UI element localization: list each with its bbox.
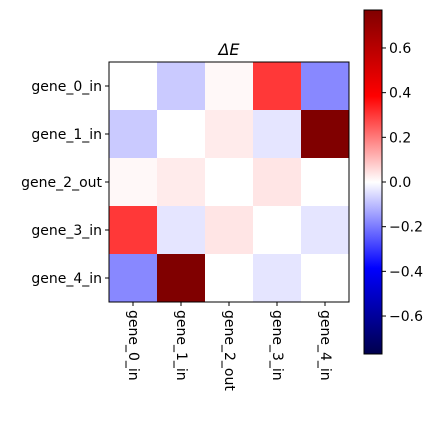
chart-title: ΔE — [216, 40, 240, 59]
row-label: gene_0_in — [31, 79, 102, 95]
heatmap-cell — [109, 158, 158, 207]
row-label: gene_3_in — [31, 223, 102, 239]
heatmap-cell — [301, 158, 350, 207]
colorbar-tick-label: −0.4 — [389, 264, 423, 280]
colorbar — [363, 9, 383, 355]
heatmap-cell — [301, 254, 350, 303]
heatmap-cell — [109, 110, 158, 159]
heatmap-cell — [205, 254, 254, 303]
heatmap-cell — [157, 110, 206, 159]
heatmap-cell — [109, 254, 158, 303]
column-label: gene_1_in — [173, 310, 189, 381]
heatmap-cell — [205, 62, 254, 111]
heatmap-cell — [301, 62, 350, 111]
heatmap-cell — [205, 110, 254, 159]
colorbar-tick-label: −0.2 — [389, 220, 423, 236]
heatmap-cell — [157, 206, 206, 255]
heatmap-cell — [205, 206, 254, 255]
column-labels: gene_0_in gene_1_in gene_2_out gene_3_in gen… — [125, 302, 333, 391]
row-label: gene_4_in — [31, 271, 102, 287]
row-label: gene_2_out — [21, 175, 102, 191]
heatmap-cell — [109, 62, 158, 111]
column-label: gene_0_in — [125, 310, 141, 381]
heatmap-cell — [253, 254, 302, 303]
heatmap-cell — [157, 158, 206, 207]
heatmap-cell — [253, 206, 302, 255]
column-label: gene_4_in — [317, 310, 333, 381]
colorbar-tick-label: 0.0 — [389, 175, 411, 191]
column-label: gene_3_in — [269, 310, 285, 381]
heatmap-cell — [301, 110, 350, 159]
heatmap-cell — [253, 158, 302, 207]
row-label: gene_1_in — [31, 127, 102, 143]
heatmap-cells — [109, 62, 350, 303]
heatmap-cell — [157, 62, 206, 111]
row-labels: gene_0_in gene_1_in gene_2_out gene_3_ingen… — [21, 79, 109, 287]
colorbar-ticks: 0.6 0.4 0.2 0.0 −0.2 −0.4 −0.6 — [382, 41, 423, 325]
heatmap-cell — [205, 158, 254, 207]
heatmap-cell — [157, 254, 206, 303]
heatmap-cell — [253, 110, 302, 159]
colorbar-tick-label: −0.6 — [389, 309, 423, 325]
colorbar-tick-label: 0.6 — [389, 41, 411, 57]
colorbar-tick-label: 0.4 — [389, 86, 411, 102]
colorbar-tick-label: 0.2 — [389, 130, 411, 146]
heatmap-cell — [109, 206, 158, 255]
heatmap-cell — [301, 206, 350, 255]
column-label: gene_2_out — [221, 310, 237, 391]
heatmap-cell — [253, 62, 302, 111]
